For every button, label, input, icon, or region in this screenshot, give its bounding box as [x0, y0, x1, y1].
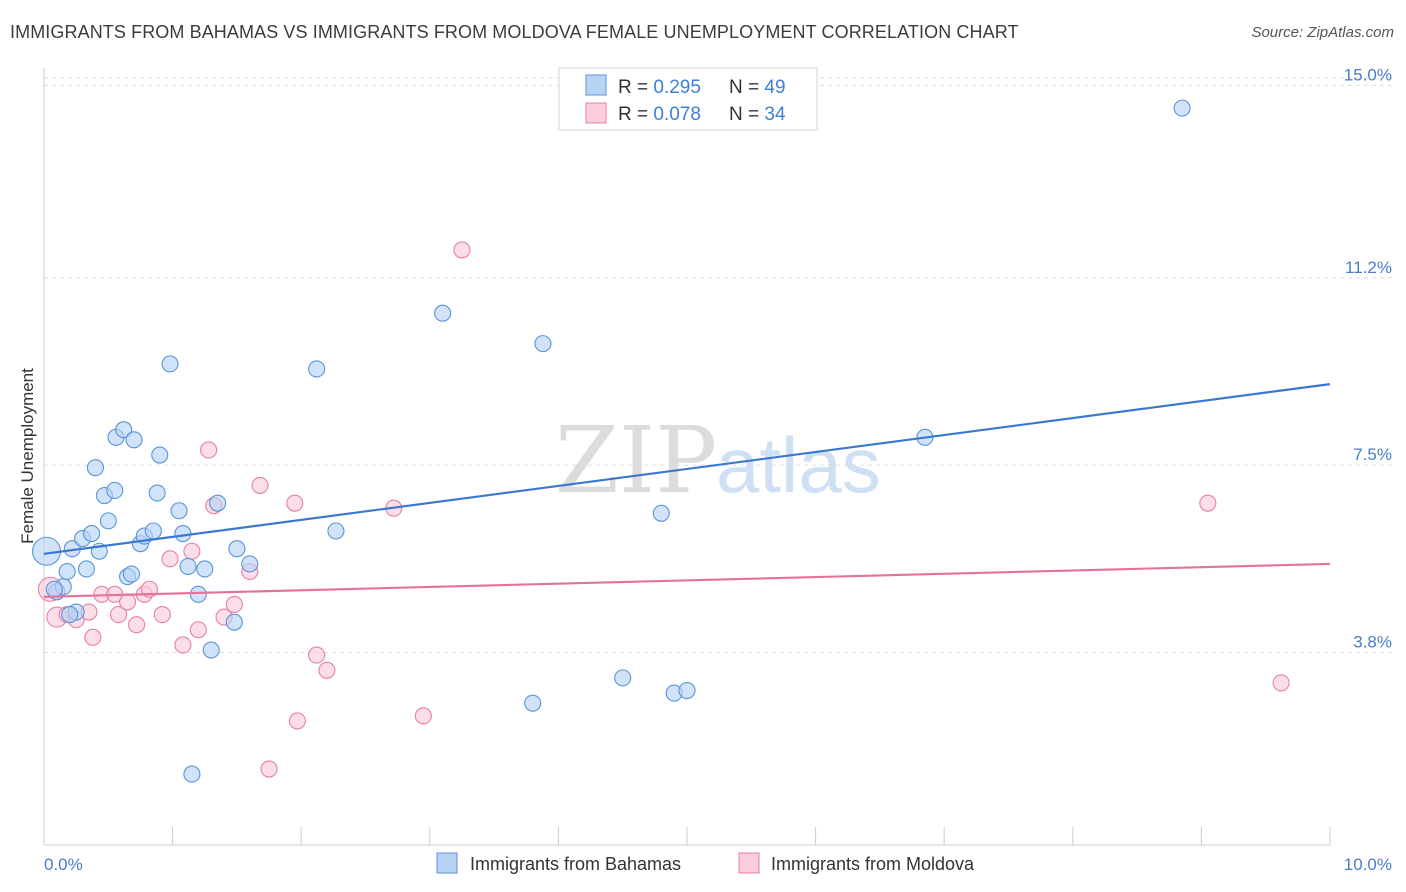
- trend-lines: [43, 383, 1331, 598]
- bahamas-point: [652, 504, 670, 522]
- legend-r-value-bahamas: 0.295: [653, 77, 701, 98]
- moldova-point: [128, 616, 146, 634]
- legend-n-value-moldova: 34: [764, 104, 786, 125]
- moldova-point: [308, 646, 326, 664]
- series-legend-label-bahamas: Immigrants from Bahamas: [470, 854, 681, 874]
- watermark-zip: ZIP: [555, 407, 717, 514]
- legend-r-value-moldova: 0.078: [653, 104, 701, 125]
- moldova-point: [318, 661, 336, 679]
- y-tick-label: 7.5%: [1353, 445, 1392, 464]
- bahamas-point: [678, 681, 696, 700]
- bahamas-point: [174, 524, 192, 543]
- legend-r-label-bahamas: R =: [618, 77, 653, 98]
- moldova-point: [414, 707, 432, 725]
- moldova-point: [153, 606, 171, 624]
- moldova-point: [174, 636, 192, 654]
- bahamas-point: [106, 481, 124, 500]
- bahamas-point: [614, 669, 632, 687]
- bahamas-point: [151, 446, 169, 464]
- bahamas-point: [58, 562, 76, 581]
- bahamas-point: [148, 484, 166, 502]
- bahamas-point: [534, 335, 552, 353]
- bahamas-point: [179, 557, 197, 576]
- series-legend-swatch-moldova: [738, 852, 760, 874]
- y-axis-title: Female Unemployment: [18, 368, 37, 544]
- bahamas-point: [45, 580, 63, 598]
- bahamas-point: [202, 641, 220, 659]
- bahamas-points: [32, 99, 1191, 783]
- bahamas-point: [170, 502, 188, 520]
- moldova-point: [119, 593, 137, 611]
- moldova-point: [183, 542, 201, 560]
- correlation-legend: R = 0.295 N = 49 R = 0.078 N = 34: [558, 67, 818, 131]
- series-legend: Immigrants from Bahamas Immigrants from …: [436, 852, 975, 874]
- bahamas-point: [77, 560, 95, 578]
- moldova-point: [288, 712, 306, 730]
- bahamas-point: [1173, 99, 1191, 117]
- moldova-point: [200, 441, 218, 459]
- bahamas-point: [241, 555, 259, 573]
- bahamas-point: [83, 524, 101, 543]
- moldova-point: [260, 760, 278, 778]
- moldova-point: [84, 628, 102, 646]
- trend-line-bahamas: [43, 383, 1331, 555]
- series-legend-swatch-bahamas: [436, 852, 458, 874]
- legend-n-value-bahamas: 49: [764, 77, 785, 98]
- legend-n-label-moldova: N =: [729, 104, 764, 125]
- moldova-point: [286, 494, 304, 512]
- legend-swatch-bahamas: [585, 74, 607, 96]
- legend-row-bahamas: R = 0.295: [618, 77, 701, 98]
- bahamas-point: [115, 421, 133, 439]
- y-tick-label: 15.0%: [1344, 65, 1392, 84]
- legend-n-label-bahamas: N =: [729, 77, 764, 98]
- bahamas-point: [125, 431, 143, 449]
- chart-title: IMMIGRANTS FROM BAHAMAS VS IMMIGRANTS FR…: [10, 22, 1019, 42]
- bahamas-point: [61, 606, 79, 624]
- x-tick-label: 0.0%: [44, 855, 83, 874]
- bahamas-point: [209, 494, 227, 512]
- moldova-point: [1199, 494, 1217, 512]
- chart-source: Source: ZipAtlas.com: [1251, 24, 1394, 41]
- moldova-point: [225, 595, 243, 613]
- trend-line-moldova: [43, 562, 1331, 598]
- bahamas-point: [86, 459, 104, 477]
- bahamas-point: [122, 565, 140, 583]
- watermark: ZIP atlas: [555, 407, 881, 514]
- moldova-point: [161, 550, 179, 568]
- x-tick-labels: 0.0% 10.0%: [44, 855, 1392, 874]
- bahamas-point: [189, 585, 207, 603]
- moldova-point: [1272, 674, 1290, 692]
- moldova-point: [251, 476, 269, 494]
- bahamas-point: [308, 360, 326, 378]
- y-tick-label: 3.8%: [1353, 633, 1392, 652]
- bahamas-point: [228, 540, 246, 558]
- legend-swatch-moldova: [585, 102, 607, 124]
- bahamas-point: [196, 560, 214, 578]
- bahamas-point: [161, 355, 179, 373]
- legend-n-moldova: N = 34: [729, 104, 786, 125]
- legend-r-label-moldova: R =: [618, 104, 653, 125]
- bahamas-point: [327, 522, 345, 540]
- bahamas-point: [524, 694, 542, 712]
- bahamas-point: [225, 613, 243, 631]
- y-tick-label: 11.2%: [1345, 258, 1392, 277]
- y-tick-labels: 3.8% 7.5% 11.2% 15.0%: [1344, 65, 1392, 651]
- legend-row-moldova: R = 0.078: [618, 104, 701, 125]
- legend-n-bahamas: N = 49: [729, 77, 786, 98]
- x-tick-label: 10.0%: [1344, 855, 1392, 874]
- moldova-point: [453, 241, 471, 259]
- bahamas-point: [99, 512, 117, 530]
- series-legend-label-moldova: Immigrants from Moldova: [771, 854, 975, 874]
- bahamas-point: [144, 522, 162, 540]
- bahamas-point: [434, 304, 452, 322]
- bahamas-point: [183, 765, 201, 783]
- moldova-point: [110, 606, 128, 624]
- moldova-point: [189, 621, 207, 639]
- axes: [43, 68, 1331, 846]
